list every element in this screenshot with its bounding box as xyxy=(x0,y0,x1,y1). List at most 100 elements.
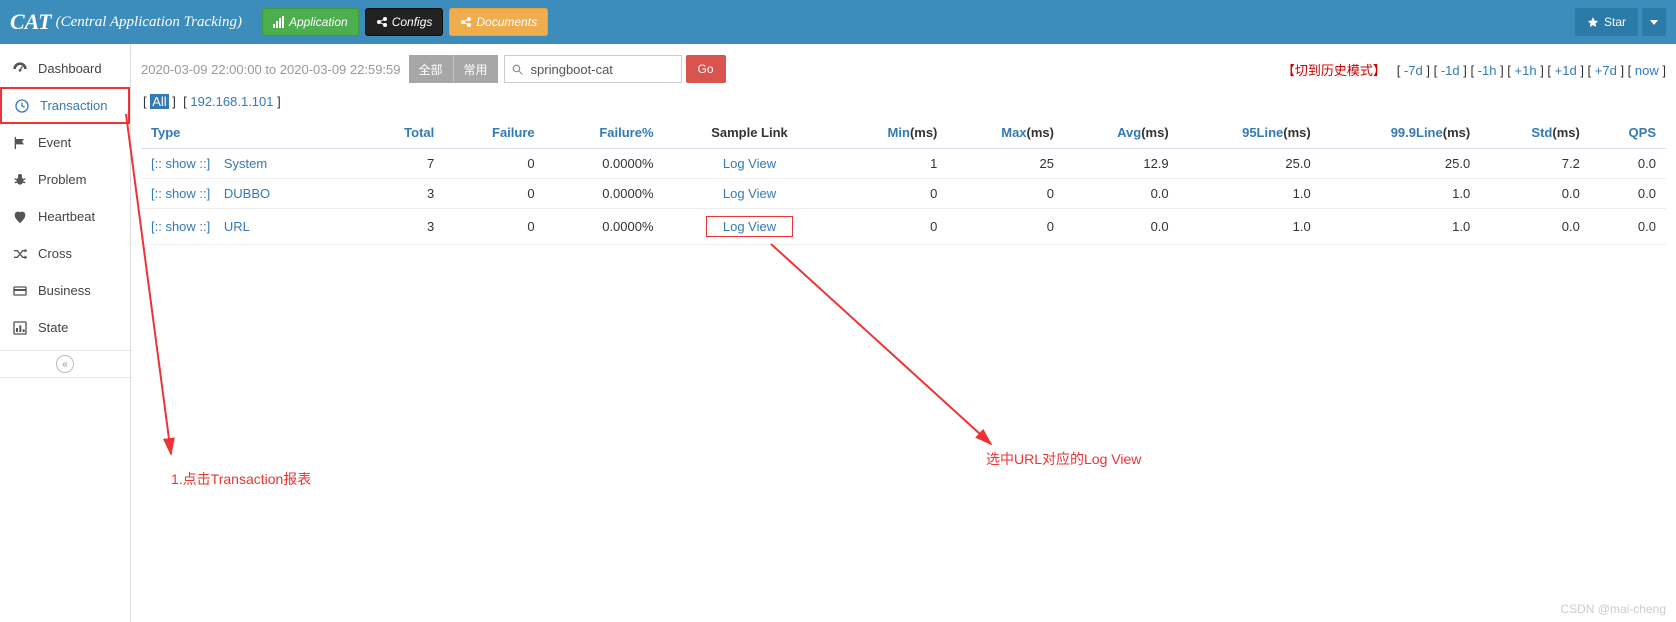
filter-common-button[interactable]: 常用 xyxy=(453,55,498,83)
search-input[interactable] xyxy=(531,56,681,82)
annotation-arrow-2 xyxy=(761,234,1061,484)
flag-icon xyxy=(12,135,30,151)
card-icon xyxy=(12,283,30,299)
cell-sample: Log View xyxy=(664,149,836,179)
log-view-link[interactable]: Log View xyxy=(723,156,776,171)
cell-avg: 12.9 xyxy=(1064,149,1179,179)
transaction-table: Type Total Failure Failure% Sample Link … xyxy=(141,117,1666,245)
log-view-link[interactable]: Log View xyxy=(723,186,776,201)
sidebar-item-transaction[interactable]: Transaction xyxy=(0,87,130,124)
filter-all-tag[interactable]: All xyxy=(150,94,168,109)
documents-button[interactable]: Documents xyxy=(449,8,548,36)
sidebar-item-problem[interactable]: Problem xyxy=(0,161,130,198)
configs-button[interactable]: Configs xyxy=(365,8,444,36)
clock-icon xyxy=(14,98,32,114)
table-row: [:: show ::] System700.0000%Log View1251… xyxy=(141,149,1666,179)
show-toggle[interactable]: [:: show ::] xyxy=(151,186,210,201)
cell-p999: 25.0 xyxy=(1321,149,1480,179)
cell-min: 0 xyxy=(835,209,947,245)
cell-total: 7 xyxy=(364,149,444,179)
cell-min: 0 xyxy=(835,179,947,209)
cell-max: 0 xyxy=(947,209,1064,245)
star-button[interactable]: Star xyxy=(1575,8,1638,36)
th-failurepct[interactable]: Failure% xyxy=(545,117,664,149)
cell-failurepct: 0.0000% xyxy=(545,179,664,209)
type-link[interactable]: URL xyxy=(224,219,250,234)
cell-failure: 0 xyxy=(444,179,544,209)
chevron-left-icon: « xyxy=(62,359,68,370)
share-icon xyxy=(460,16,472,28)
sidebar-item-dashboard[interactable]: Dashboard xyxy=(0,50,130,87)
nav-plus-1d[interactable]: +1d xyxy=(1555,63,1577,78)
sidebar-label: Dashboard xyxy=(38,61,102,76)
history-mode-link[interactable]: 【切到历史模式】 xyxy=(1282,63,1386,78)
th-p95[interactable]: 95Line(ms) xyxy=(1179,117,1321,149)
watermark: CSDN @mai-cheng xyxy=(1560,602,1666,616)
toolbar: 2020-03-09 22:00:00 to 2020-03-09 22:59:… xyxy=(141,54,1666,84)
brand-subtitle: (Central Application Tracking) xyxy=(56,14,242,31)
sidebar-item-heartbeat[interactable]: Heartbeat xyxy=(0,198,130,235)
th-min[interactable]: Min(ms) xyxy=(835,117,947,149)
nav-plus-1h[interactable]: +1h xyxy=(1515,63,1537,78)
th-p999[interactable]: 99.9Line(ms) xyxy=(1321,117,1480,149)
th-avg[interactable]: Avg(ms) xyxy=(1064,117,1179,149)
th-std[interactable]: Std(ms) xyxy=(1480,117,1590,149)
cell-max: 0 xyxy=(947,179,1064,209)
type-link[interactable]: System xyxy=(224,156,267,171)
th-type[interactable]: Type xyxy=(141,117,364,149)
topbar-right: Star xyxy=(1575,8,1666,36)
nav-plus-7d[interactable]: +7d xyxy=(1595,63,1617,78)
cell-total: 3 xyxy=(364,179,444,209)
th-qps[interactable]: QPS xyxy=(1590,117,1666,149)
cell-failure: 0 xyxy=(444,149,544,179)
show-toggle[interactable]: [:: show ::] xyxy=(151,219,210,234)
th-max[interactable]: Max(ms) xyxy=(947,117,1064,149)
sidebar-label: Transaction xyxy=(40,98,107,113)
cell-avg: 0.0 xyxy=(1064,179,1179,209)
th-failure[interactable]: Failure xyxy=(444,117,544,149)
nav-minus-1d[interactable]: -1d xyxy=(1441,63,1460,78)
cell-failure: 0 xyxy=(444,209,544,245)
main-content: 2020-03-09 22:00:00 to 2020-03-09 22:59:… xyxy=(131,44,1676,622)
caret-down-icon xyxy=(1650,20,1658,25)
cell-p999: 1.0 xyxy=(1321,209,1480,245)
cell-p95: 1.0 xyxy=(1179,209,1321,245)
nav-now[interactable]: now xyxy=(1635,63,1659,78)
sidebar-item-state[interactable]: State xyxy=(0,309,130,346)
sidebar-label: State xyxy=(38,320,68,335)
filter-ip-link[interactable]: 192.168.1.101 xyxy=(190,94,273,109)
annotation-2: 选中URL对应的Log View xyxy=(986,449,1141,469)
cell-p95: 25.0 xyxy=(1179,149,1321,179)
go-button[interactable]: Go xyxy=(686,55,726,83)
cell-std: 7.2 xyxy=(1480,149,1590,179)
annotation-1: 1.点击Transaction报表 xyxy=(171,469,311,489)
configs-label: Configs xyxy=(392,15,433,29)
filter-all-button[interactable]: 全部 xyxy=(409,55,453,83)
collapse-button[interactable]: « xyxy=(56,355,74,373)
table-row: [:: show ::] DUBBO300.0000%Log View000.0… xyxy=(141,179,1666,209)
th-sample: Sample Link xyxy=(664,117,836,149)
cell-avg: 0.0 xyxy=(1064,209,1179,245)
cell-failurepct: 0.0000% xyxy=(545,209,664,245)
search-box xyxy=(504,55,682,83)
time-nav: 【切到历史模式】 [ -7d ] [ -1d ] [ -1h ] [ +1h ]… xyxy=(1282,60,1666,79)
bug-icon xyxy=(12,172,30,188)
log-view-link[interactable]: Log View xyxy=(723,219,776,234)
cell-max: 25 xyxy=(947,149,1064,179)
nav-minus-7d[interactable]: -7d xyxy=(1404,63,1423,78)
nav-minus-1h[interactable]: -1h xyxy=(1478,63,1497,78)
sidebar-label: Event xyxy=(38,135,71,150)
dashboard-icon xyxy=(12,61,30,77)
shuffle-icon xyxy=(12,246,30,262)
type-link[interactable]: DUBBO xyxy=(224,186,270,201)
sidebar-item-cross[interactable]: Cross xyxy=(0,235,130,272)
dropdown-button[interactable] xyxy=(1642,8,1666,36)
th-total[interactable]: Total xyxy=(364,117,444,149)
sidebar-item-event[interactable]: Event xyxy=(0,124,130,161)
star-icon xyxy=(1587,16,1599,28)
show-toggle[interactable]: [:: show ::] xyxy=(151,156,210,171)
cell-sample: Log View xyxy=(664,179,836,209)
application-button[interactable]: Application xyxy=(262,8,359,36)
sidebar-item-business[interactable]: Business xyxy=(0,272,130,309)
cell-min: 1 xyxy=(835,149,947,179)
